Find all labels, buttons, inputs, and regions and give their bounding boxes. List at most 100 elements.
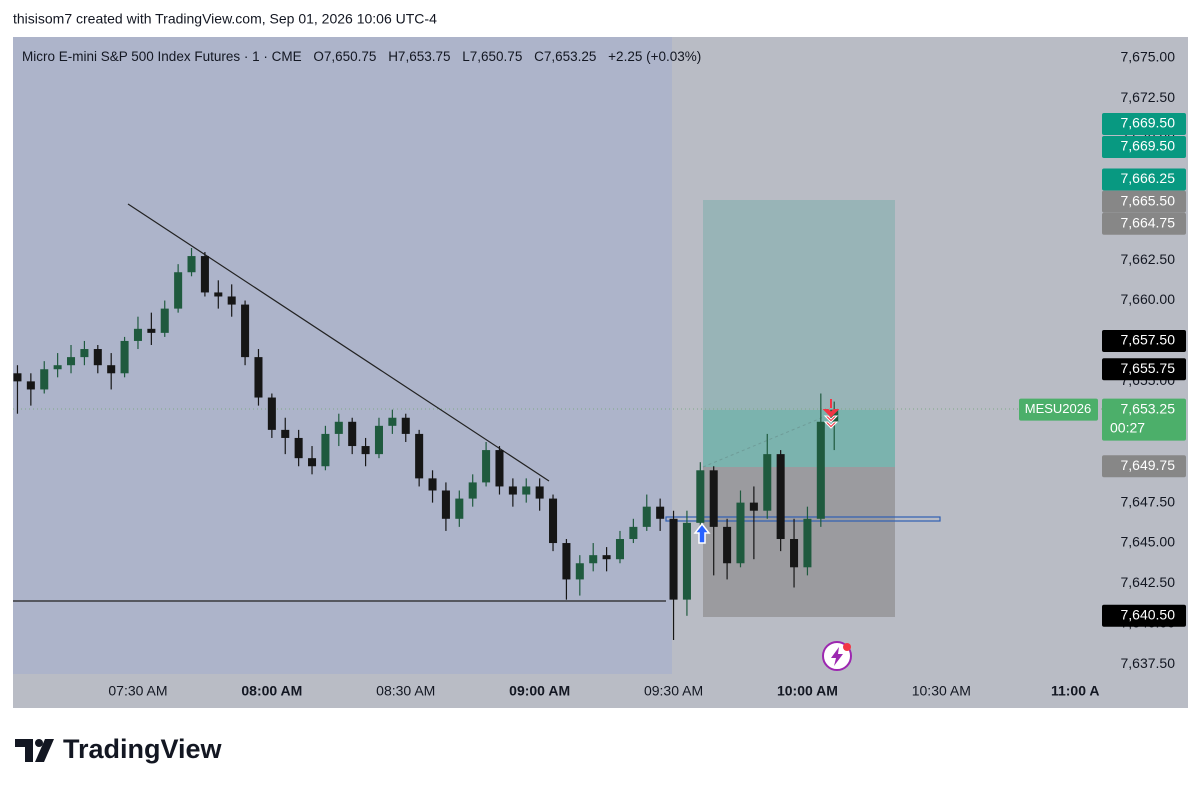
candle-body bbox=[254, 357, 263, 398]
y-tick-label: 7,637.50 bbox=[1121, 655, 1176, 671]
candle-body bbox=[267, 397, 276, 430]
candle-body bbox=[281, 429, 290, 438]
candle-body bbox=[321, 433, 330, 467]
countdown: 00:27 bbox=[1110, 419, 1145, 435]
candle-body bbox=[589, 555, 598, 564]
y-tick-label: 7,647.50 bbox=[1121, 493, 1176, 509]
axes: 7,637.507,640.007,642.507,645.007,647.50… bbox=[108, 49, 1186, 699]
price-badge-label: 7,669.50 bbox=[1121, 115, 1176, 131]
session-shading bbox=[13, 37, 672, 674]
event-icon bbox=[822, 641, 852, 671]
price-badge bbox=[1102, 168, 1186, 191]
buy-arrow bbox=[693, 522, 711, 544]
price-badge-label: 7,657.50 bbox=[1121, 332, 1176, 348]
ohlc-open: O7,650.75 bbox=[313, 49, 376, 64]
candle-body bbox=[160, 308, 169, 333]
price-badge-label: 7,666.25 bbox=[1121, 170, 1176, 186]
candle-body bbox=[495, 450, 504, 487]
legend: Micro E-mini S&P 500 Index Futures · 1 ·… bbox=[22, 49, 701, 64]
candle-body bbox=[749, 502, 758, 511]
candle-body bbox=[562, 543, 571, 580]
candle-body bbox=[629, 526, 638, 540]
candle-body bbox=[816, 421, 825, 519]
candle-body bbox=[361, 446, 370, 455]
price-badge bbox=[1102, 329, 1186, 352]
candle-body bbox=[214, 292, 223, 297]
candle-body bbox=[763, 454, 772, 511]
candle-body bbox=[415, 433, 424, 479]
position-line bbox=[702, 413, 832, 468]
price-badge-label: 7,669.50 bbox=[1121, 138, 1176, 154]
candle-body bbox=[508, 486, 517, 495]
ticker-label: MESU2026 bbox=[1025, 401, 1091, 416]
ohlc-change: +2.25 (+0.03%) bbox=[608, 49, 701, 64]
candle-body bbox=[669, 518, 678, 600]
candle-body bbox=[428, 478, 437, 491]
brand-logo bbox=[15, 739, 54, 762]
candle-body bbox=[13, 373, 22, 382]
brand: TradingView bbox=[63, 734, 223, 764]
candle-body bbox=[602, 555, 611, 560]
candle-body bbox=[348, 421, 357, 447]
target-zone bbox=[703, 200, 895, 410]
y-tick-label: 7,672.50 bbox=[1121, 89, 1176, 105]
price-badge-label: 7,640.50 bbox=[1121, 607, 1176, 623]
x-tick-label: 10:30 AM bbox=[912, 683, 971, 699]
sell-arrows bbox=[822, 399, 840, 429]
profit-zone bbox=[703, 410, 895, 467]
candle-body bbox=[53, 365, 62, 370]
candle-body bbox=[174, 272, 183, 309]
candle-body bbox=[441, 490, 450, 519]
y-tick-label: 7,645.00 bbox=[1121, 534, 1176, 550]
candle-body bbox=[776, 454, 785, 540]
candle-body bbox=[26, 381, 35, 390]
candle-body bbox=[241, 304, 250, 358]
ohlc-high: H7,653.75 bbox=[388, 49, 450, 64]
candle-body bbox=[107, 365, 116, 374]
y-tick-label: 7,642.50 bbox=[1121, 574, 1176, 590]
price-badge bbox=[1102, 212, 1186, 235]
candle-body bbox=[642, 506, 651, 527]
symbol: Micro E-mini S&P 500 Index Futures · 1 ·… bbox=[22, 49, 302, 64]
price-badge bbox=[1102, 135, 1186, 158]
candle-body bbox=[374, 425, 383, 455]
price-badge-label: 7,649.75 bbox=[1121, 457, 1176, 473]
candle-body bbox=[709, 470, 718, 527]
x-tick-label: 10:00 AM bbox=[777, 683, 838, 699]
x-tick-label: 09:30 AM bbox=[644, 683, 703, 699]
candle-body bbox=[120, 340, 129, 374]
candle-body bbox=[334, 421, 343, 434]
candle-body bbox=[80, 349, 89, 358]
candle-body bbox=[482, 450, 491, 483]
price-badge bbox=[1102, 190, 1186, 213]
candle-body bbox=[682, 522, 691, 600]
level-line bbox=[665, 516, 941, 522]
candle-body bbox=[133, 328, 142, 341]
candle-body bbox=[308, 458, 317, 467]
candle-body bbox=[522, 486, 531, 495]
y-tick-label: 7,660.00 bbox=[1121, 291, 1176, 307]
candle-body bbox=[803, 518, 812, 568]
candle-body bbox=[696, 470, 705, 523]
price-badge bbox=[1102, 112, 1186, 135]
candle-body bbox=[468, 482, 477, 499]
candle-body bbox=[40, 369, 49, 390]
candles bbox=[13, 247, 839, 641]
header: thisisom7 created with TradingView.com, … bbox=[13, 11, 437, 27]
candle-body bbox=[67, 357, 76, 366]
candle-body bbox=[549, 498, 558, 544]
candle-body bbox=[790, 539, 799, 568]
trendline bbox=[127, 203, 550, 482]
x-tick-label: 11:00 A bbox=[1051, 683, 1100, 699]
candle-body bbox=[93, 349, 102, 366]
candle-body bbox=[736, 502, 745, 564]
ohlc-close: C7,653.25 bbox=[534, 49, 596, 64]
price-badge-label: 7,655.75 bbox=[1121, 360, 1176, 376]
price-badge-label: 7,665.50 bbox=[1121, 192, 1176, 208]
candle-body bbox=[200, 256, 209, 293]
candle-body bbox=[294, 437, 303, 459]
candle-body bbox=[401, 417, 410, 434]
x-tick-label: 09:00 AM bbox=[509, 683, 570, 699]
candle-body bbox=[723, 526, 732, 564]
candle-body bbox=[455, 498, 464, 519]
